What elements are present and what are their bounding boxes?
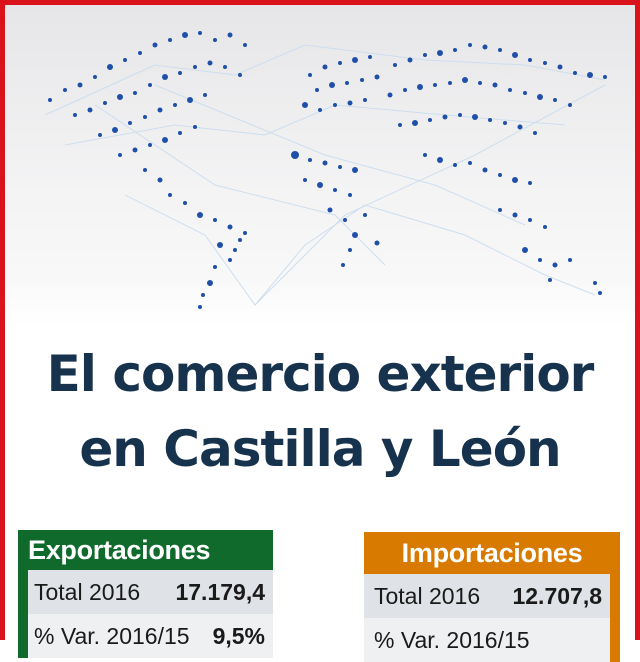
row-label: % Var. 2016/15 [374,626,530,653]
row-label: Total 2016 [374,582,481,609]
exports-body: Total 2016 17.179,4 % Var. 2016/15 9,5% [18,570,273,658]
row-label: Total 2016 [34,578,141,605]
page-title-line-1: El comercio exterior [46,345,595,403]
imports-row-variation: % Var. 2016/15 [364,618,610,662]
row-value: 12.707,8 [512,582,602,609]
imports-header: Importaciones [364,532,620,574]
row-label: % Var. 2016/15 [34,622,190,649]
imports-card: Importaciones Total 2016 12.707,8 % Var.… [364,532,620,662]
world-map-network-icon [5,5,635,325]
exports-header: Exportaciones [18,530,273,570]
exports-row-total: Total 2016 17.179,4 [28,570,273,614]
world-map-icon [44,31,607,309]
row-value: 17.179,4 [175,578,265,605]
red-frame [0,0,640,640]
row-value: 9,5% [212,622,265,649]
page-title-line-2: en Castilla y León [79,420,561,478]
imports-body: Total 2016 12.707,8 % Var. 2016/15 [364,574,620,662]
exports-card: Exportaciones Total 2016 17.179,4 % Var.… [18,530,273,658]
imports-row-total: Total 2016 12.707,8 [364,574,610,618]
exports-row-variation: % Var. 2016/15 9,5% [28,614,273,658]
